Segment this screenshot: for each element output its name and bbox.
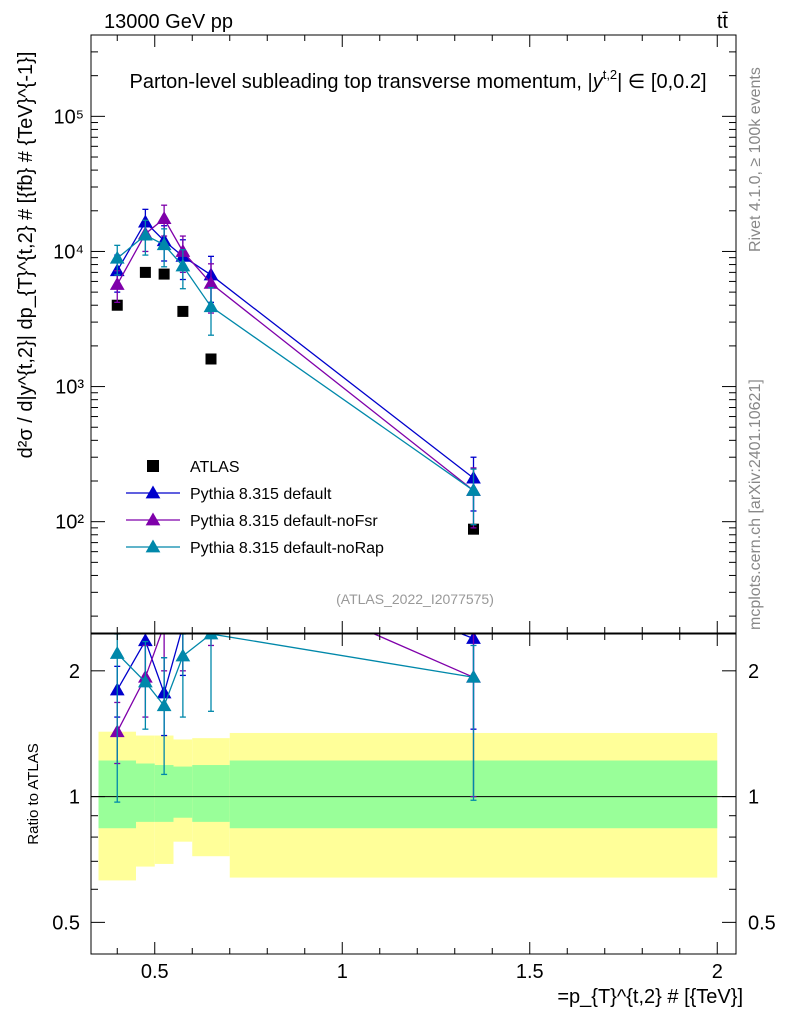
ratio-line	[116, 634, 474, 696]
legend-item: Pythia 8.315 default-noFsr	[126, 512, 378, 530]
band-inner	[154, 765, 174, 822]
energy-label: 13000 GeV pp	[104, 11, 233, 33]
band-inner	[136, 763, 155, 822]
x-ticks: 0.5 1 1.5 2	[116, 35, 723, 983]
x-tick-label: 0.5	[141, 961, 169, 983]
legend-label: Pythia 8.315 default-noRap	[190, 540, 384, 557]
legend-label: Pythia 8.315 default-noFsr	[190, 513, 378, 530]
ratio-tick-label: 2	[69, 661, 80, 683]
ratio-point	[176, 605, 189, 616]
ratio-point	[203, 634, 219, 640]
band-inner	[192, 765, 230, 822]
ratio-point	[175, 648, 191, 662]
ratio-point	[109, 646, 125, 659]
ratio-point	[138, 674, 153, 688]
legend-item: ATLAS	[147, 459, 240, 476]
y-axis-label: d²σ / d|y^{t,2}| dp_{T}^{t,2} # [{fb} # …	[15, 52, 37, 459]
data-point	[205, 353, 217, 365]
series-1	[109, 208, 481, 512]
legend-label: ATLAS	[190, 459, 240, 476]
legend-marker	[145, 512, 161, 526]
ratio-tick-label-right: 0.5	[748, 912, 776, 934]
y-tick-label: 10²	[55, 512, 84, 534]
data-point	[203, 299, 219, 313]
ratio-point	[176, 620, 189, 631]
y-tick-label: 10⁴	[53, 241, 84, 263]
series-line	[116, 234, 474, 492]
chart-title: Parton-level subleading top transverse m…	[130, 67, 707, 93]
ratio-point	[205, 556, 218, 567]
data-point	[109, 276, 125, 290]
y-tick-label: 10⁵	[53, 106, 84, 128]
legend-marker	[147, 460, 159, 472]
data-point	[468, 523, 479, 535]
ratio-point	[466, 669, 481, 683]
data-point	[156, 211, 172, 224]
data-point	[177, 305, 189, 317]
legend-label: Pythia 8.315 default	[190, 486, 332, 503]
series-line	[116, 221, 474, 479]
legend-marker	[145, 485, 161, 499]
data-point	[175, 258, 191, 272]
legend-item: Pythia 8.315 default	[126, 485, 332, 503]
band-inner	[173, 766, 193, 818]
data-point	[138, 227, 153, 241]
ratio-panel: 0.5 0.5 1 1 2 2 Ratio to ATLAS 0.5 1 1.5 2 =p_{T…	[25, 35, 776, 1008]
data-point	[156, 237, 172, 251]
analysis-label: (ATLAS_2022_I2077575)	[336, 591, 494, 607]
rivet-label: Rivet 4.1.0, ≥ 100k events	[747, 67, 764, 252]
series-0	[111, 266, 479, 535]
ratio-ticks: 0.5 0.5 1 1 2 2	[52, 661, 776, 935]
legend: ATLAS Pythia 8.315 default Pythia 8.315 de…	[126, 459, 384, 557]
ratio-series-3	[109, 634, 481, 803]
x-tick-label: 1	[337, 961, 348, 983]
data-point	[466, 483, 481, 496]
ratio-line	[116, 634, 474, 732]
ratio-point	[158, 619, 171, 630]
mcplots-label: mcplots.cern.ch [arXiv:2401.10621]	[747, 379, 764, 630]
ratio-point	[156, 698, 172, 712]
x-tick-label: 1.5	[516, 961, 544, 983]
ratio-tick-label-right: 2	[748, 661, 759, 683]
ratio-tick-label: 1	[69, 787, 80, 809]
x-axis-label: =p_{T}^{t,2} # [{TeV}]	[557, 986, 743, 1008]
main-panel: 10² 10³ 10⁴ 10⁵ Parton-level subleading top…	[15, 34, 737, 634]
ratio-line	[116, 634, 474, 708]
series-3	[109, 219, 481, 526]
x-tick-label: 2	[712, 961, 723, 983]
data-point	[111, 299, 123, 311]
main-frame	[90, 34, 737, 634]
data-point	[109, 250, 125, 264]
ratio-series	[109, 556, 481, 803]
main-series	[109, 204, 481, 535]
process-label: tt̄	[717, 11, 729, 33]
legend-marker	[145, 539, 161, 553]
ratio-axis-label: Ratio to ATLAS	[25, 743, 42, 844]
ratio-tick-label-right: 1	[748, 787, 759, 809]
series-line	[116, 217, 474, 492]
legend-item: Pythia 8.315 default-noRap	[126, 539, 384, 557]
ratio-frame	[90, 633, 737, 955]
data-point	[139, 266, 151, 278]
y-tick-label: 10³	[55, 377, 84, 399]
ratio-bands	[91, 731, 736, 881]
data-point	[158, 268, 170, 280]
main-ticks: 10² 10³ 10⁴ 10⁵	[53, 34, 736, 617]
ratio-tick-label: 0.5	[52, 912, 80, 934]
